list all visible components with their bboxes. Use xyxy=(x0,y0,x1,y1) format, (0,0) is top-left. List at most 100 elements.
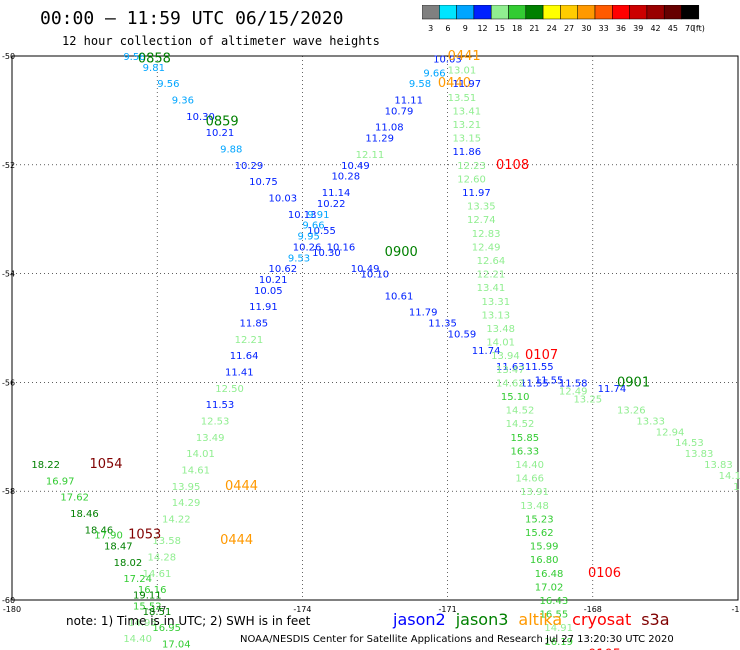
swh-value-label: 15.23 xyxy=(525,514,554,525)
swh-value-label: 10.29 xyxy=(235,161,264,172)
swh-value-label: 9.66 xyxy=(302,221,324,232)
swh-value-label: 11.86 xyxy=(452,147,481,158)
swh-value-label: 15.85 xyxy=(511,433,540,444)
time-label: 1054 xyxy=(89,457,122,472)
time-label: 0444 xyxy=(220,533,253,548)
time-label: 0108 xyxy=(496,158,529,173)
swh-value-label: 14.62 xyxy=(496,378,525,389)
swh-value-label: 11.74 xyxy=(598,384,627,395)
swh-value-label: 10.79 xyxy=(385,106,414,117)
swh-value-label: 11.79 xyxy=(409,308,438,319)
swh-value-label: 19.11 xyxy=(133,591,162,602)
swh-value-label: 10.03 xyxy=(269,193,298,204)
colorbar-level-label: 24 xyxy=(547,24,557,33)
swh-value-label: 13.01 xyxy=(448,66,477,77)
swh-value-label: 12.21 xyxy=(477,270,506,281)
swh-value-label: 14.28 xyxy=(148,552,177,563)
swh-value-label: 10.13 xyxy=(288,210,317,221)
swh-value-label: 13.15 xyxy=(452,134,481,145)
time-label: 0441 xyxy=(448,49,481,64)
colorbar-level-label: 39 xyxy=(633,24,643,33)
swh-value-label: 13.31 xyxy=(481,297,510,308)
swh-value-label: 13.49 xyxy=(196,433,225,444)
colorbar-level-label: 15 xyxy=(495,24,505,33)
x-tick-label: -171 xyxy=(439,605,457,614)
swh-value-label: 15.62 xyxy=(525,528,554,539)
swh-value-label: 14.61 xyxy=(181,465,210,476)
swh-value-label: 10.62 xyxy=(269,264,298,275)
swh-value-label: 11.29 xyxy=(365,134,394,145)
swh-value-label: 13.33 xyxy=(636,416,665,427)
swh-value-label: 10.55 xyxy=(307,226,336,237)
swh-value-label: 16.48 xyxy=(535,569,564,580)
swh-value-label: 17.90 xyxy=(94,531,123,542)
swh-value-label: 10.30 xyxy=(312,248,341,259)
swh-value-label: 13.48 xyxy=(520,501,549,512)
swh-value-label: 13.95 xyxy=(172,482,201,493)
swh-value-label: 10.49 xyxy=(351,264,380,275)
swh-value-label: 16.43 xyxy=(540,596,569,607)
swh-value-label: 10.49 xyxy=(341,161,370,172)
colorbar-unit-label: (ft) xyxy=(693,24,705,33)
swh-value-label: 13.78 xyxy=(733,482,740,493)
swh-value-label: 16.80 xyxy=(530,555,559,566)
swh-value-label: 16.97 xyxy=(46,476,75,487)
swh-value-label: 9.56 xyxy=(157,79,179,90)
swh-value-label: 13.25 xyxy=(573,395,602,406)
swh-value-label: 14.19 xyxy=(719,471,740,482)
time-label: 0444 xyxy=(225,479,258,494)
swh-value-label: 12.74 xyxy=(467,215,496,226)
swh-value-label: 17.02 xyxy=(535,582,564,593)
swh-value-label: 16.33 xyxy=(511,446,540,457)
y-tick-label: -58 xyxy=(2,487,15,496)
swh-value-label: 10.61 xyxy=(385,291,414,302)
swh-value-label: 13.51 xyxy=(448,93,477,104)
swh-value-label: 14.91 xyxy=(544,623,573,634)
colorbar-swatch xyxy=(681,5,700,20)
colorbar-level-label: 3 xyxy=(428,24,433,33)
y-tick-label: -50 xyxy=(2,52,15,61)
legend-item-jason2: jason2 xyxy=(393,610,446,629)
legend-item-jason3: jason3 xyxy=(455,610,509,629)
swh-value-label: 11.74 xyxy=(472,346,501,357)
swh-value-label: 11.97 xyxy=(452,79,481,90)
swh-value-label: 12.53 xyxy=(201,416,230,427)
swh-value-label: 16.16 xyxy=(138,585,167,596)
swh-value-label: 17.62 xyxy=(60,493,89,504)
swh-value-label: 12.64 xyxy=(477,256,506,267)
swh-value-label: 9.53 xyxy=(288,253,310,264)
page-title: 00:00 – 11:59 UTC 06/15/2020 xyxy=(40,8,344,29)
swh-value-label: 9.95 xyxy=(298,232,320,243)
swh-value-label: 10.30 xyxy=(186,112,215,123)
swh-value-label: 11.91 xyxy=(249,302,278,313)
swh-value-label: 18.22 xyxy=(31,460,60,471)
swh-value-label: 13.13 xyxy=(481,310,510,321)
colorbar-level-label: 6 xyxy=(445,24,450,33)
swh-value-label: 11.08 xyxy=(375,123,404,134)
swh-value-label: 10.16 xyxy=(327,242,356,253)
swh-value-label: 16.55 xyxy=(540,610,569,621)
colorbar-level-label: 18 xyxy=(512,24,522,33)
swh-value-label: 14.01 xyxy=(186,449,215,460)
legend-item-altika: altika xyxy=(518,610,563,629)
swh-value-label: 12.49 xyxy=(472,242,501,253)
swh-value-label: 14.52 xyxy=(506,419,535,430)
swh-value-label: 14.52 xyxy=(506,406,535,417)
swh-value-label: 13.91 xyxy=(520,487,549,498)
swh-value-label: 11.55 xyxy=(535,376,564,387)
swh-value-label: 12.50 xyxy=(215,384,244,395)
time-label: 0440 xyxy=(438,76,471,91)
swh-value-label: 9.58 xyxy=(123,52,145,63)
swh-value-label: 10.22 xyxy=(317,199,346,210)
swh-value-label: 12.60 xyxy=(457,174,486,185)
x-tick-label: -177 xyxy=(148,605,166,614)
swh-value-label: 18.51 xyxy=(143,607,172,618)
colorbar-level-label: 21 xyxy=(529,24,539,33)
swh-value-label: 14.66 xyxy=(515,474,544,485)
swh-value-label: 13.41 xyxy=(452,106,481,117)
swh-value-label: 14.40 xyxy=(515,460,544,471)
swh-value-label: 9.91 xyxy=(307,210,329,221)
swh-value-label: 18.02 xyxy=(114,558,143,569)
swh-value-label: 9.36 xyxy=(172,96,194,107)
